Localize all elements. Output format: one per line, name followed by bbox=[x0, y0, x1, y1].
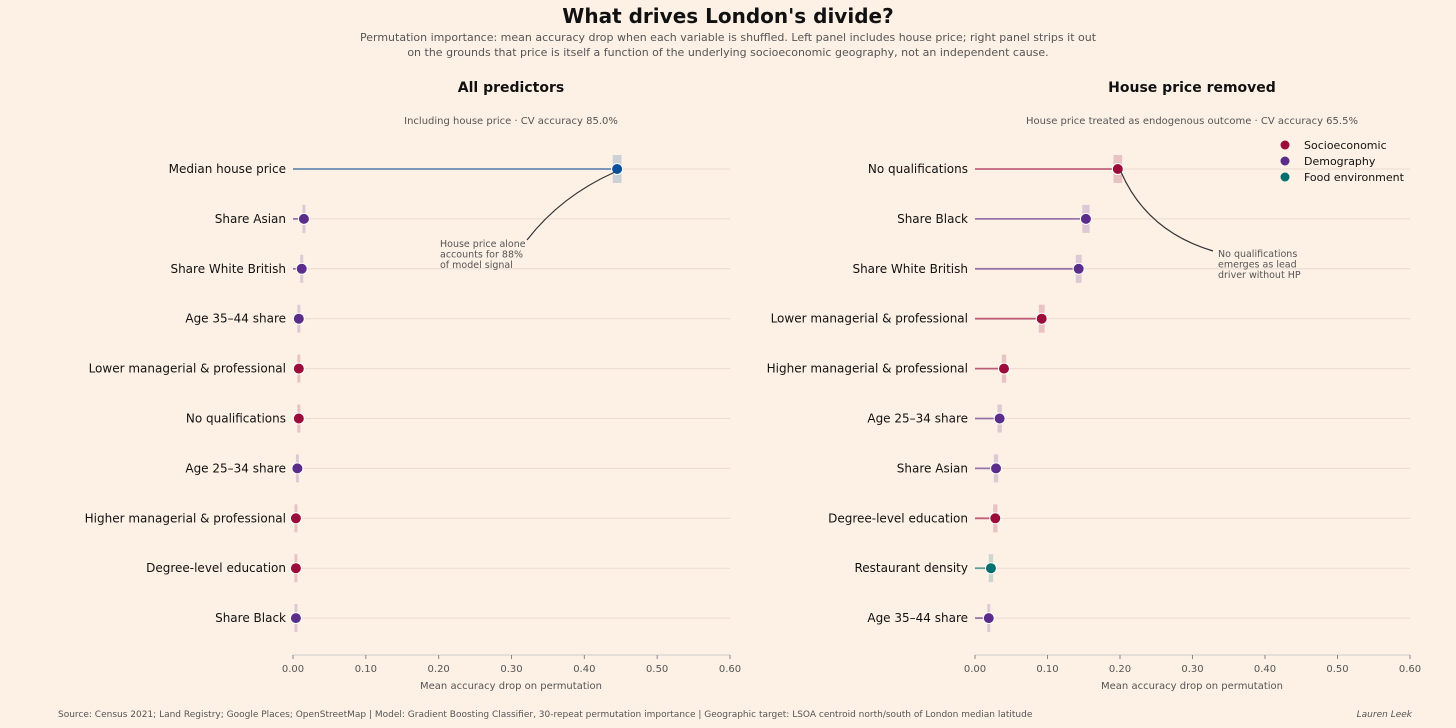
x-tick-label: 0.10 bbox=[1036, 664, 1058, 675]
data-point bbox=[1111, 163, 1124, 175]
data-point bbox=[295, 262, 308, 275]
annotation-text: House price alone bbox=[440, 239, 526, 250]
x-axis-label: Mean accuracy drop on permutation bbox=[1101, 681, 1283, 692]
y-tick-label: Share White British bbox=[852, 262, 968, 276]
data-point bbox=[1079, 212, 1092, 225]
x-tick-label: 0.60 bbox=[1399, 664, 1421, 675]
y-tick-label: Share Asian bbox=[215, 212, 286, 226]
x-tick-label: 0.60 bbox=[719, 664, 741, 675]
y-tick-label: Lower managerial & professional bbox=[771, 312, 968, 326]
y-tick-label: Share Asian bbox=[897, 461, 968, 475]
footer-source: Source: Census 2021; Land Registry; Goog… bbox=[58, 710, 1033, 720]
panel-subtitle: House price treated as endogenous outcom… bbox=[1026, 116, 1358, 127]
annotation-text: of model signal bbox=[440, 260, 513, 271]
annotation-arrow bbox=[526, 171, 616, 241]
y-tick-label: Age 25–34 share bbox=[185, 461, 286, 475]
legend-label: Demography bbox=[1304, 155, 1376, 168]
annotation-text: accounts for 88% bbox=[440, 250, 523, 261]
x-tick-label: 0.20 bbox=[428, 664, 450, 675]
y-tick-label: Higher managerial & professional bbox=[85, 511, 286, 525]
y-tick-label: Degree-level education bbox=[828, 511, 968, 525]
data-point bbox=[1035, 312, 1048, 325]
data-point bbox=[993, 412, 1006, 425]
data-point bbox=[292, 362, 305, 375]
legend-marker bbox=[1280, 172, 1290, 182]
y-tick-label: No qualifications bbox=[186, 412, 286, 426]
subtitle-line-1: Permutation importance: mean accuracy dr… bbox=[360, 31, 1097, 44]
y-tick-label: Restaurant density bbox=[854, 561, 968, 575]
x-tick-label: 0.40 bbox=[573, 664, 595, 675]
subtitle-line-2: on the grounds that price is itself a fu… bbox=[407, 46, 1048, 59]
x-tick-label: 0.00 bbox=[282, 664, 304, 675]
y-tick-label: Degree-level education bbox=[146, 561, 286, 575]
x-tick-label: 0.30 bbox=[500, 664, 522, 675]
x-tick-label: 0.50 bbox=[646, 664, 668, 675]
data-point bbox=[289, 612, 302, 625]
annotation-text: driver without HP bbox=[1218, 270, 1301, 281]
legend-label: Socioeconomic bbox=[1304, 139, 1387, 152]
data-point bbox=[292, 312, 305, 325]
y-tick-label: Age 25–34 share bbox=[867, 412, 968, 426]
data-point bbox=[289, 512, 302, 525]
y-tick-label: Share White British bbox=[170, 262, 286, 276]
data-point bbox=[289, 562, 302, 575]
data-point bbox=[998, 362, 1010, 375]
x-tick-label: 0.40 bbox=[1254, 664, 1276, 675]
y-tick-label: Median house price bbox=[169, 162, 286, 176]
data-point bbox=[989, 512, 1002, 525]
y-tick-label: Share Black bbox=[215, 611, 286, 625]
x-tick-label: 0.30 bbox=[1181, 664, 1203, 675]
legend-marker bbox=[1280, 156, 1290, 166]
data-point bbox=[292, 412, 305, 425]
data-point bbox=[984, 562, 997, 575]
data-point bbox=[1072, 262, 1085, 275]
chart-title: What drives London's divide? bbox=[562, 4, 893, 28]
data-point bbox=[297, 212, 310, 225]
panel-title: All predictors bbox=[458, 80, 564, 96]
footer-author: Lauren Leek bbox=[1357, 710, 1413, 720]
y-tick-label: Age 35–44 share bbox=[185, 312, 286, 326]
y-tick-label: Age 35–44 share bbox=[867, 611, 968, 625]
legend-label: Food environment bbox=[1304, 171, 1405, 184]
legend-marker bbox=[1280, 140, 1290, 150]
data-point bbox=[291, 462, 304, 475]
x-tick-label: 0.50 bbox=[1326, 664, 1348, 675]
y-tick-label: Share Black bbox=[897, 212, 968, 226]
y-tick-label: Higher managerial & professional bbox=[767, 362, 968, 376]
x-tick-label: 0.00 bbox=[964, 664, 986, 675]
panel-title: House price removed bbox=[1108, 80, 1276, 96]
annotation-arrow bbox=[1120, 171, 1214, 252]
data-point bbox=[982, 612, 995, 625]
annotation-text: emerges as lead bbox=[1218, 260, 1297, 271]
x-axis-label: Mean accuracy drop on permutation bbox=[420, 681, 602, 692]
annotation-text: No qualifications bbox=[1218, 249, 1297, 260]
data-point bbox=[990, 462, 1003, 475]
panel-subtitle: Including house price · CV accuracy 85.0… bbox=[404, 116, 618, 127]
y-tick-label: No qualifications bbox=[868, 162, 968, 176]
x-tick-label: 0.20 bbox=[1109, 664, 1131, 675]
y-tick-label: Lower managerial & professional bbox=[89, 362, 286, 376]
x-tick-label: 0.10 bbox=[355, 664, 377, 675]
